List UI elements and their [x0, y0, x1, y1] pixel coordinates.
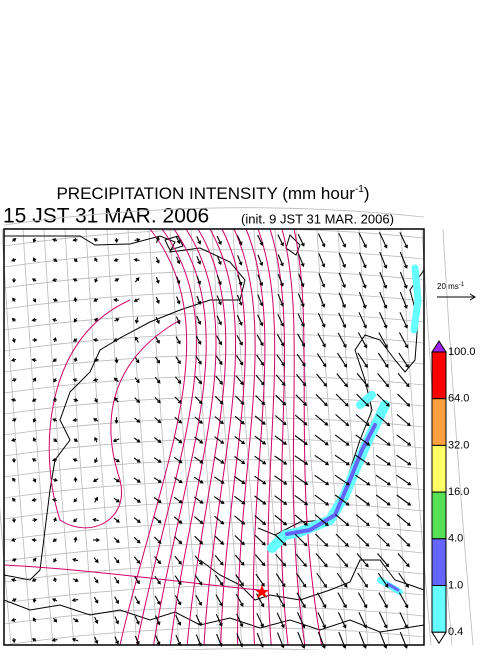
- graticule-line: [64, 228, 96, 646]
- colorbar-band: [431, 491, 447, 540]
- graticule-line: [442, 228, 474, 646]
- contour: [119, 228, 188, 646]
- contour: [220, 228, 246, 646]
- colorbar-label: 1.0: [448, 579, 463, 591]
- graticule-line: [190, 228, 222, 646]
- vector-scale-superscript: -1: [459, 282, 465, 288]
- graticule-line: [85, 228, 117, 646]
- graticule-line: [3, 270, 425, 289]
- contour: [233, 228, 256, 646]
- colorbar-band: [431, 351, 447, 400]
- valid-time: 15 JST 31 MAR. 2006: [3, 205, 209, 228]
- vector-scale-text: 20 ms: [437, 282, 459, 291]
- pressure-contours: [3, 228, 323, 646]
- graticule-line: [3, 249, 425, 268]
- graticule-line: [3, 522, 425, 541]
- contour: [281, 228, 306, 646]
- colorbar-label: 64.0: [448, 393, 469, 405]
- contour: [3, 564, 261, 591]
- colorbar-label: 4.0: [448, 533, 463, 545]
- precipitation: [267, 264, 422, 595]
- colorbar-label: 0.4: [448, 626, 463, 638]
- colorbar-label: 16.0: [448, 486, 469, 498]
- map: [0, 207, 474, 655]
- graticule-line: [0, 506, 12, 646]
- colorbar-band: [431, 585, 447, 633]
- graticule-line: [3, 207, 425, 226]
- graticule-line: [379, 228, 411, 646]
- title-text: PRECIPITATION INTENSITY (mm hour: [56, 184, 355, 203]
- contour: [169, 228, 217, 646]
- colorbar-label: 100.0: [448, 346, 476, 358]
- graticule-line: [3, 627, 425, 646]
- graticule-line: [316, 228, 348, 646]
- graticule-line: [3, 375, 425, 394]
- map-background: [4, 229, 424, 645]
- colorbar-label: 32.0: [448, 439, 469, 451]
- graticule-line: [169, 228, 201, 646]
- graticule-line: [127, 228, 159, 646]
- graticule-line: [3, 606, 425, 625]
- graticule-line: [3, 354, 425, 373]
- contour: [153, 228, 207, 646]
- map-title: PRECIPITATION INTENSITY (mm hour-1): [56, 184, 369, 204]
- contour: [245, 228, 266, 646]
- graticule-line: [3, 501, 425, 520]
- colorbar-band: [431, 538, 447, 586]
- graticule-line: [148, 228, 180, 646]
- contour: [269, 228, 289, 646]
- colorbar-band: [431, 398, 447, 446]
- colorbar: 100.0 64.0 32.0 16.0 4.0 1.0 0.4: [431, 340, 476, 645]
- contour: [48, 299, 181, 529]
- location-marker: [255, 585, 269, 598]
- graticule-line: [3, 291, 425, 310]
- graticule-line: [22, 228, 54, 646]
- graticule-line: [295, 228, 327, 646]
- contour: [293, 228, 323, 646]
- graticule-line: [43, 228, 75, 646]
- colorbar-band: [431, 444, 447, 493]
- graticule-line: [274, 228, 306, 646]
- colorbar-under: [431, 631, 447, 645]
- graticule-line: [3, 564, 425, 583]
- title-superscript: -1: [355, 184, 364, 195]
- graticule-line: [1, 228, 33, 646]
- wind-vectors: [10, 232, 412, 649]
- contour: [136, 228, 197, 646]
- contour: [257, 228, 276, 646]
- map-frame: [3, 228, 425, 646]
- graticule-line: [400, 228, 432, 646]
- colorbar-over: [431, 340, 447, 353]
- vector-scale-label: 20 ms-1: [437, 282, 465, 292]
- init-time: (init. 9 JST 31 MAR. 2006): [241, 211, 394, 226]
- graticule-line: [3, 585, 425, 604]
- contour: [203, 228, 237, 646]
- title-suffix: ): [364, 184, 370, 203]
- graticule-line: [3, 333, 425, 352]
- vector-scale-arrow: [437, 293, 476, 301]
- graticule: [0, 207, 474, 655]
